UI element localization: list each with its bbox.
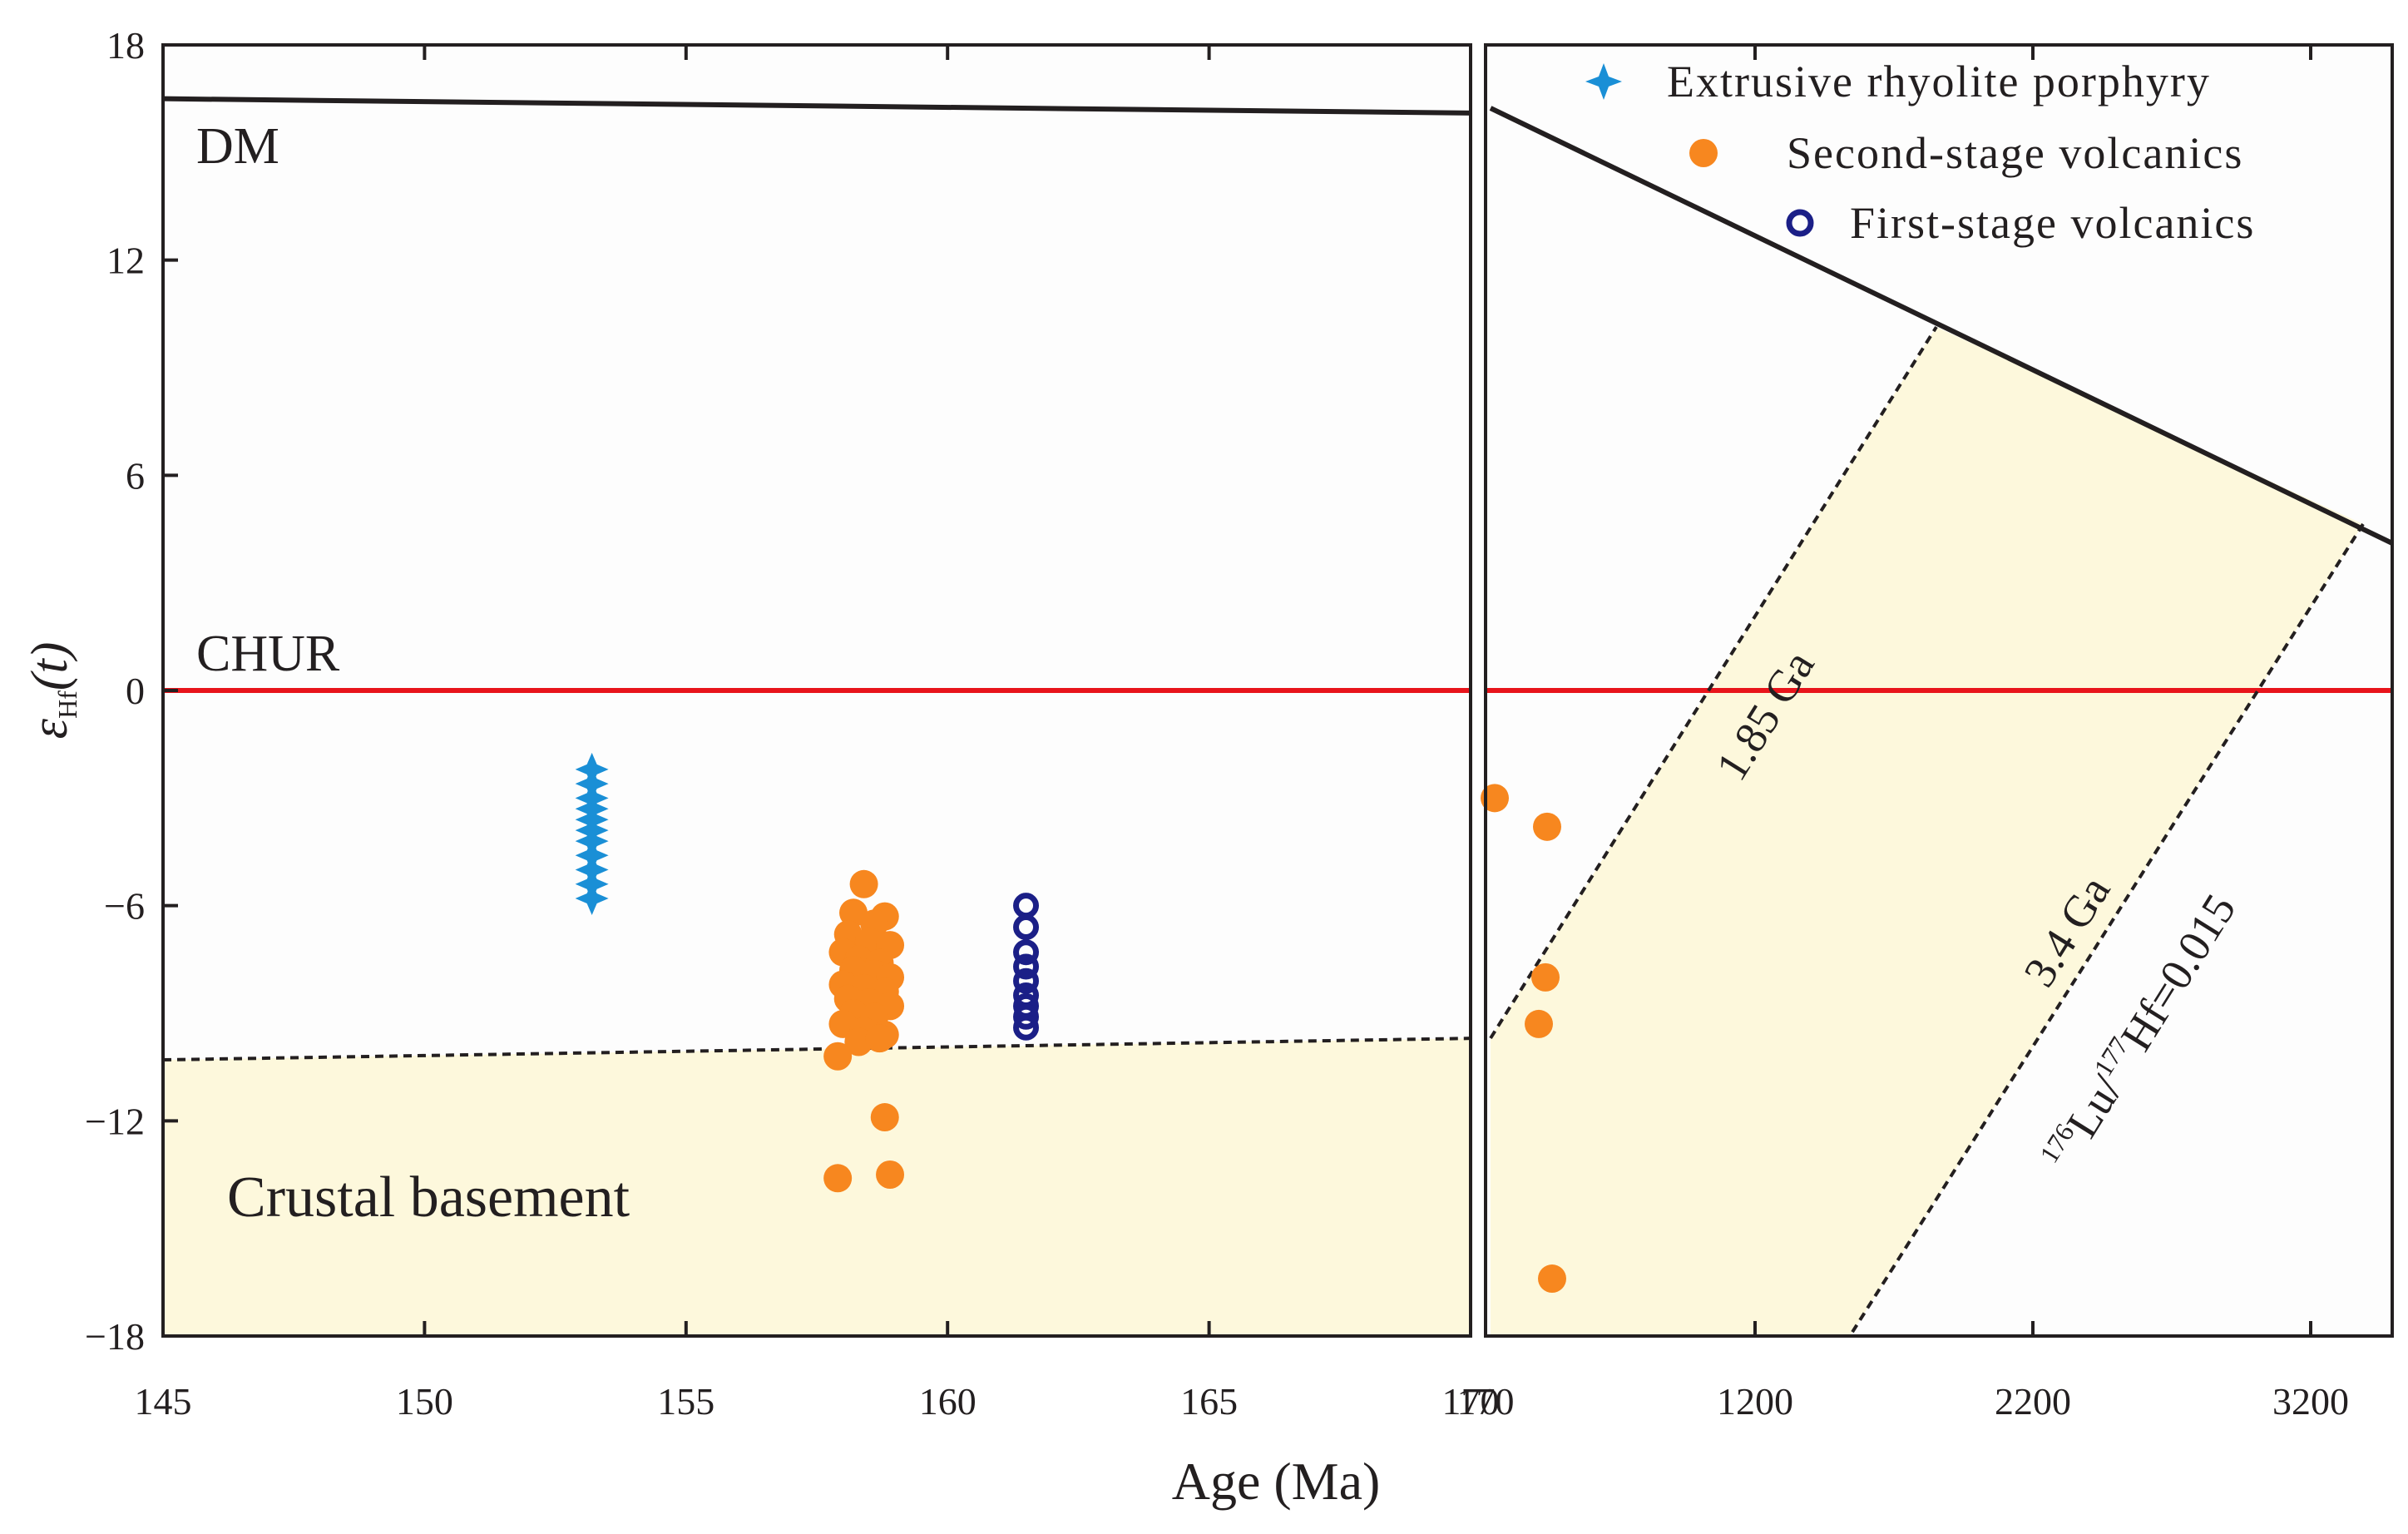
x-axis-title: Age (Ma)	[1172, 1452, 1381, 1511]
y-tick-label: 0	[126, 670, 145, 712]
left-data-points	[575, 752, 1040, 1193]
legend: Extrusive rhyolite porphyry Second-stage…	[1585, 57, 2255, 248]
legend-label-second-stage: Second-stage volcanics	[1787, 128, 2243, 178]
legend-label-extrusive: Extrusive rhyolite porphyry	[1667, 57, 2211, 106]
filled-circle-icon	[1689, 139, 1718, 167]
extrusive-point	[575, 882, 609, 916]
svg-text:εHf(t): εHf(t)	[22, 642, 82, 740]
legend-item-first-stage: First-stage volcanics	[1786, 198, 2255, 248]
dm-line-left	[162, 96, 1471, 116]
x-tick-label: 150	[396, 1380, 453, 1423]
inherited-zircon-point	[1481, 784, 1509, 813]
y-tick-label: 6	[126, 454, 145, 497]
legend-label-first-stage: First-stage volcanics	[1850, 198, 2255, 248]
left-panel: 18 12 6 0 −6 −12 −18 145 150 155 160 165 170 DM CHU…	[85, 24, 1499, 1423]
dm-label: DM	[196, 118, 279, 175]
y-axis-title: εHf(t)	[22, 642, 82, 740]
model-line-3-4-ga	[1848, 522, 2365, 1338]
second-stage-point	[870, 1103, 899, 1132]
x-tick-label-right-0: 170	[1457, 1380, 1515, 1423]
second-stage-point	[844, 1027, 873, 1056]
y-tick-label: −18	[85, 1315, 145, 1358]
inherited-zircon-point	[1525, 1009, 1553, 1038]
x-axis-ticks-left: 145 150 155 160 165 170	[135, 45, 1500, 1423]
x-tick-label: 155	[657, 1380, 714, 1423]
second-stage-point	[839, 898, 868, 928]
y-tick-label: 18	[106, 24, 145, 67]
x-tick-label-right-1: 1200	[1717, 1380, 1793, 1423]
x-tick-label: 145	[135, 1380, 192, 1423]
first-stage-point	[1013, 953, 1040, 980]
crustal-basement-fill	[163, 1038, 1471, 1336]
right-panel: 170 1200 2200 3200 1.85 Ga 3.4 Ga 176Lu/…	[1457, 43, 2394, 1423]
first-stage-point	[1013, 939, 1040, 966]
legend-item-extrusive: Extrusive rhyolite porphyry	[1585, 57, 2211, 106]
y-axis-title-sub: Hf	[52, 690, 82, 719]
y-axis-title-epsilon: ε	[22, 718, 78, 739]
first-stage-point	[1013, 1014, 1040, 1041]
inherited-zircon-point	[1533, 812, 1561, 841]
y-axis-ticks: 18 12 6 0 −6 −12 −18	[85, 24, 178, 1358]
y-tick-label: −12	[85, 1100, 145, 1142]
y-axis-title-paren: (t)	[22, 642, 78, 691]
second-stage-point	[876, 1160, 905, 1189]
y-tick-label: −6	[104, 885, 145, 928]
second-stage-point	[823, 1164, 853, 1193]
legend-item-second-stage: Second-stage volcanics	[1689, 128, 2243, 178]
crustal-basement-boundary	[162, 1037, 1471, 1062]
x-tick-label-right-2: 2200	[1995, 1380, 2071, 1423]
first-stage-point	[1013, 914, 1040, 941]
model-line-1-85-ga	[1489, 325, 1938, 1040]
crustal-basement-label: Crustal basement	[227, 1165, 630, 1230]
y-tick-label: 12	[106, 240, 145, 282]
right-data-points	[1481, 784, 1566, 1294]
x-tick-label-right-3: 3200	[2272, 1380, 2349, 1423]
x-axis-ticks-right	[1753, 45, 2312, 1336]
first-stage-point	[1013, 1003, 1040, 1030]
dm-line-right	[1489, 106, 2394, 546]
open-circle-icon	[1786, 209, 1814, 237]
x-tick-label: 160	[919, 1380, 977, 1423]
inherited-zircon-point	[1531, 962, 1560, 992]
x-tick-label: 170	[1442, 1380, 1500, 1423]
star-icon	[1585, 63, 1622, 100]
second-stage-point	[865, 1024, 894, 1053]
x-tick-label: 165	[1180, 1380, 1238, 1423]
right-panel-frame	[1484, 43, 2394, 1338]
inherited-zircon-point	[1538, 1264, 1566, 1294]
second-stage-point	[823, 1042, 853, 1071]
model-age-band-fill	[1491, 327, 2363, 1336]
chur-label: CHUR	[196, 626, 340, 682]
first-stage-point	[1013, 967, 1040, 994]
second-stage-point	[849, 869, 878, 898]
